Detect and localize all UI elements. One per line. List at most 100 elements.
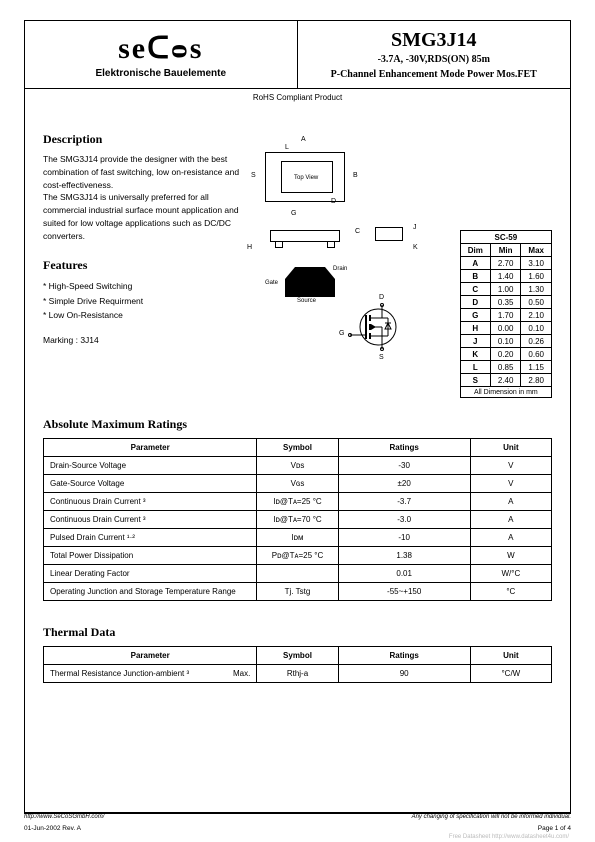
abs-max-table: Parameter Symbol Ratings Unit Drain-Sour…: [43, 438, 552, 601]
dim-cell: 2.40: [490, 374, 521, 387]
table-cell: V: [470, 474, 551, 492]
table-cell: Vᴅs: [257, 456, 338, 474]
dim-cell: G: [460, 309, 490, 322]
content-area: Description The SMG3J14 provide the desi…: [25, 132, 570, 683]
dim-cell: 0.35: [490, 296, 521, 309]
abs-max-heading: Absolute Maximum Ratings: [43, 417, 552, 432]
dim-cell: 2.70: [490, 257, 521, 270]
dim-cell: C: [460, 283, 490, 296]
dim-header: Max: [521, 244, 552, 257]
dim-header: Min: [490, 244, 521, 257]
dim-cell: 1.15: [521, 361, 552, 374]
dim-cell: L: [460, 361, 490, 374]
title-box: SMG3J14 -3.7A, -30V,RDS(ON) 85m P-Channe…: [298, 21, 571, 88]
table-cell: A: [470, 510, 551, 528]
page-frame: seᑕᴑs Elektronische Bauelemente SMG3J14 …: [24, 20, 571, 814]
table-cell: Iᴅᴍ: [257, 528, 338, 546]
part-number: SMG3J14: [302, 29, 567, 52]
table-header: Ratings: [338, 438, 470, 456]
drain-label: Drain: [333, 266, 347, 272]
table-cell: 0.01: [338, 564, 470, 582]
footer-date: 01-Jun-2002 Rev. A: [24, 825, 81, 832]
mosfet-g: G: [339, 330, 344, 337]
dim-cell: J: [460, 335, 490, 348]
dim-cell: 0.20: [490, 348, 521, 361]
table-cell: Pulsed Drain Current ¹·²: [44, 528, 257, 546]
table-cell: Operating Junction and Storage Temperatu…: [44, 582, 257, 600]
pin-g: G: [291, 210, 296, 217]
table-cell: -30: [338, 456, 470, 474]
table-cell: Continuous Drain Current ³: [44, 510, 257, 528]
table-cell: °C: [470, 582, 551, 600]
table-cell: A: [470, 528, 551, 546]
table-header: Symbol: [257, 438, 338, 456]
dim-header: Dim: [460, 244, 490, 257]
dim-label-c: C: [355, 228, 360, 235]
table-cell: Iᴅ@Tᴀ=70 °C: [257, 510, 338, 528]
rohs-note: RoHS Compliant Product: [25, 89, 570, 120]
table-cell: [257, 564, 338, 582]
dim-label-j: J: [413, 224, 417, 231]
table-cell: °C/W: [470, 664, 551, 682]
footer-top: http://www.SeCoSGmbH.com/ Any changing o…: [24, 812, 571, 820]
side-leg: [275, 242, 283, 248]
table-cell: ±20: [338, 474, 470, 492]
top-view-outline: Top View: [265, 152, 345, 202]
table-header: Ratings: [338, 646, 470, 664]
description-text: The SMG3J14 provide the designer with th…: [43, 153, 243, 242]
table-cell: Continuous Drain Current ³: [44, 492, 257, 510]
dim-cell: H: [460, 322, 490, 335]
table-cell: -3.0: [338, 510, 470, 528]
dim-cell: 1.40: [490, 270, 521, 283]
table-cell: 90: [338, 664, 470, 682]
table-header: Unit: [470, 646, 551, 664]
header: seᑕᴑs Elektronische Bauelemente SMG3J14 …: [25, 21, 570, 89]
dim-cell: 0.10: [521, 322, 552, 335]
table-cell: Linear Derating Factor: [44, 564, 257, 582]
dim-cell: 0.10: [490, 335, 521, 348]
dim-cell: 0.60: [521, 348, 552, 361]
gate-label: Gate: [265, 280, 278, 286]
table-cell: Drain-Source Voltage: [44, 456, 257, 474]
logo-box: seᑕᴑs Elektronische Bauelemente: [25, 21, 298, 88]
dim-cell: 3.10: [521, 257, 552, 270]
thermal-heading: Thermal Data: [43, 625, 552, 640]
dim-cell: 0.00: [490, 322, 521, 335]
side-view: [255, 222, 355, 252]
table-cell: Thermal Resistance Junction-ambient ³Max…: [44, 664, 257, 682]
dimension-table: SC-59 Dim Min Max A2.703.10 B1.401.60 C1…: [460, 230, 552, 398]
dim-cell: 1.70: [490, 309, 521, 322]
side-body: [270, 230, 340, 242]
dim-label-a: A: [301, 136, 306, 143]
table-cell: V: [470, 456, 551, 474]
mosfet-symbol: [340, 297, 410, 357]
dim-cell: B: [460, 270, 490, 283]
company-tagline: Elektronische Bauelemente: [25, 68, 297, 79]
dim-cell: 1.60: [521, 270, 552, 283]
side-leg: [327, 242, 335, 248]
package-diagram: Top View A L S B G D H C J K Gate: [245, 132, 425, 342]
dim-cell: A: [460, 257, 490, 270]
source-label: Source: [297, 298, 316, 304]
end-view: [370, 222, 415, 250]
table-cell: -10: [338, 528, 470, 546]
table-cell: Iᴅ@Tᴀ=25 °C: [257, 492, 338, 510]
table-cell: W/°C: [470, 564, 551, 582]
table-cell: 1.38: [338, 546, 470, 564]
dim-label-k: K: [413, 244, 418, 251]
table-cell: W: [470, 546, 551, 564]
table-cell: A: [470, 492, 551, 510]
dim-cell: 2.10: [521, 309, 552, 322]
table-cell: -55~+150: [338, 582, 470, 600]
end-body: [375, 227, 403, 241]
dim-cell: D: [460, 296, 490, 309]
footer-bottom: 01-Jun-2002 Rev. A Page 1 of 4: [24, 825, 571, 832]
top-view-label: Top View: [294, 175, 318, 181]
table-header: Symbol: [257, 646, 338, 664]
dim-label-l: L: [285, 144, 289, 151]
dim-cell: 0.26: [521, 335, 552, 348]
sot-icon: [285, 267, 335, 297]
footer-url: http://www.SeCoSGmbH.com/: [24, 814, 104, 820]
watermark: Free Datasheet http://www.datasheet4u.co…: [449, 834, 569, 840]
thermal-table: Parameter Symbol Ratings Unit Thermal Re…: [43, 646, 552, 683]
